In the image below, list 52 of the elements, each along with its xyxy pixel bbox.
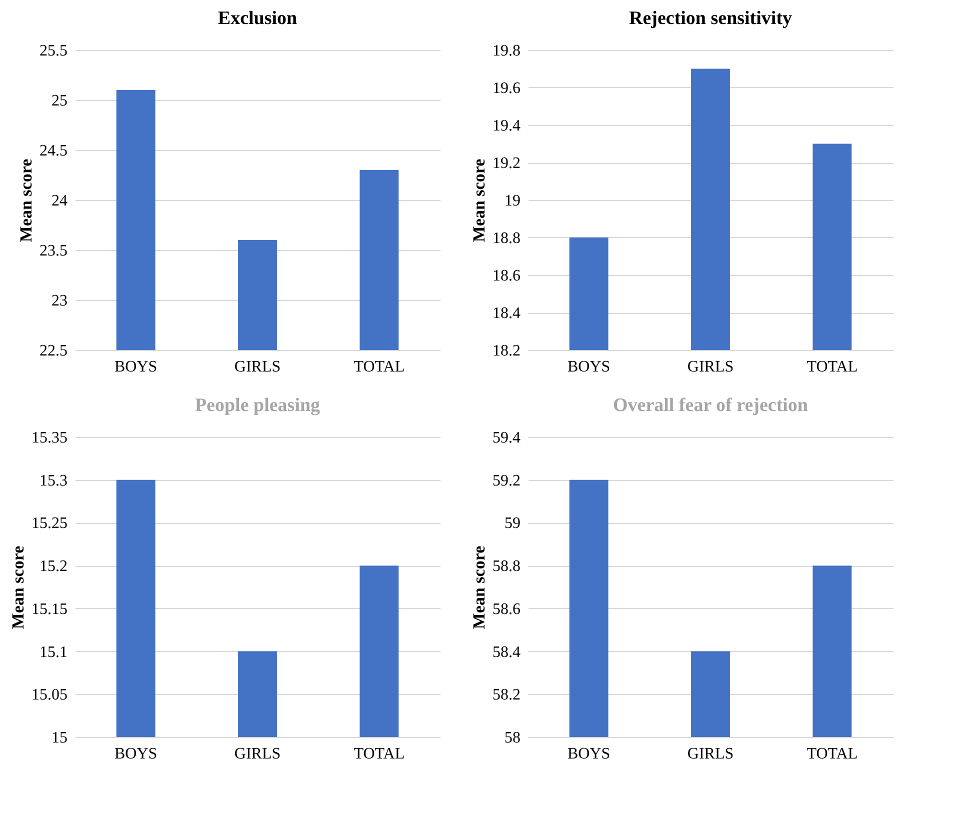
y-axis-title: Mean score	[470, 545, 488, 630]
y-tick-label: 18.2	[492, 342, 520, 360]
y-tick-label: 18.4	[492, 305, 520, 322]
chart-title: Exclusion	[218, 8, 298, 29]
y-tick-label: 25.5	[40, 42, 68, 60]
y-tick-label: 24.5	[40, 142, 68, 160]
y-tick-label: 23	[52, 292, 68, 310]
y-tick-label: 58.4	[492, 644, 520, 661]
y-tick-label: 19.2	[492, 155, 520, 172]
y-tick-label: 15.05	[32, 686, 68, 704]
y-tick-label: 15	[52, 730, 68, 746]
y-tick-label: 15.1	[40, 644, 68, 661]
y-tick-label: 19.4	[492, 118, 520, 134]
y-tick-label: 19.6	[492, 80, 520, 97]
y-tick-label: 58.6	[492, 600, 520, 618]
y-tick-label: 15.15	[32, 600, 68, 618]
x-tick-label: BOYS	[567, 746, 610, 762]
y-axis-title: Mean score	[470, 158, 488, 242]
y-tick-label: 22.5	[40, 342, 68, 360]
x-tick-label: BOYS	[114, 358, 158, 376]
y-tick-label: 23.5	[40, 242, 68, 260]
x-tick-label: GIRLS	[234, 358, 281, 376]
y-tick-label: 58	[504, 730, 520, 746]
chart-title: Rejection sensitivity	[628, 8, 793, 29]
y-tick-label: 15.25	[32, 515, 68, 532]
y-tick-label: 59	[504, 515, 520, 532]
y-tick-label: 25	[52, 92, 68, 110]
x-tick-label: TOTAL	[806, 358, 858, 376]
chart-title: People pleasing	[194, 395, 321, 416]
x-tick-label: TOTAL	[354, 358, 405, 376]
y-axis-title: Mean score	[8, 545, 28, 630]
y-tick-label: 15.35	[32, 430, 68, 446]
y-tick-label: 18.6	[492, 268, 520, 284]
y-tick-label: 58.2	[492, 686, 520, 704]
y-tick-label: 59.4	[492, 430, 520, 446]
y-tick-label: 24	[52, 192, 68, 210]
y-tick-label: 18.8	[492, 230, 520, 247]
x-tick-label: BOYS	[114, 746, 158, 762]
y-tick-label: 19.8	[492, 42, 520, 60]
x-tick-label: GIRLS	[687, 358, 734, 376]
chart-title: Overall fear of rejection	[612, 395, 808, 416]
x-tick-label: BOYS	[567, 358, 610, 376]
y-tick-label: 15.2	[40, 558, 68, 576]
x-tick-label: TOTAL	[354, 746, 405, 762]
x-tick-label: GIRLS	[687, 746, 734, 762]
y-tick-label: 58.8	[492, 558, 520, 576]
y-tick-label: 15.3	[40, 472, 68, 490]
x-tick-label: TOTAL	[806, 746, 858, 762]
y-tick-label: 59.2	[492, 472, 520, 490]
y-axis-title: Mean score	[16, 158, 36, 242]
y-tick-label: 19	[504, 192, 520, 210]
x-tick-label: GIRLS	[234, 746, 281, 762]
